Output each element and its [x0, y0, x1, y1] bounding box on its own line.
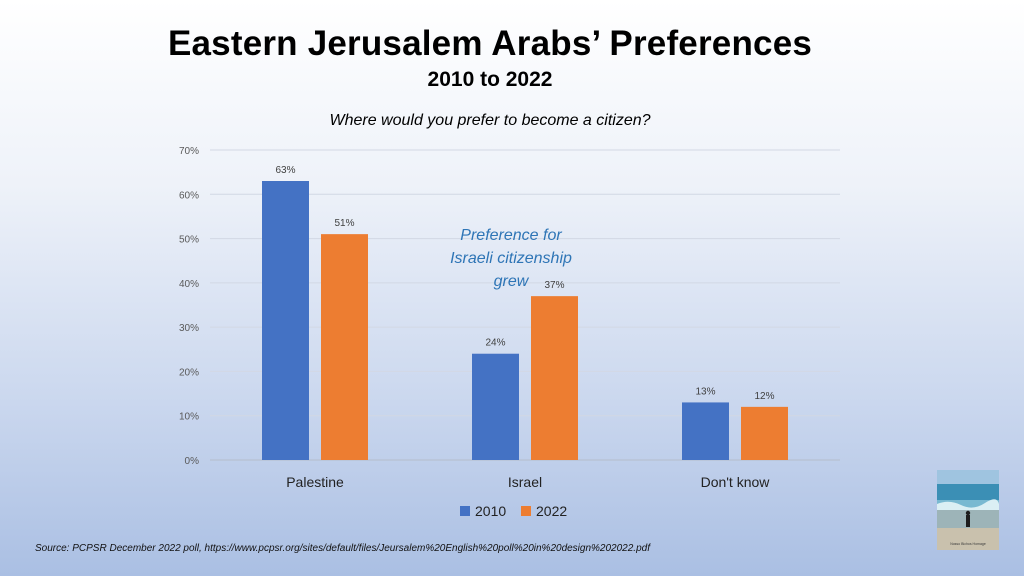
beach-photo-image: Nosso Bichos Homage — [937, 470, 999, 550]
bar-2010-1 — [472, 353, 519, 460]
x-axis-labels: Palestine Israel Don't know — [286, 474, 770, 490]
bar-value-label: 37% — [544, 280, 564, 291]
y-tick-label: 0% — [185, 456, 200, 467]
x-category-label: Don't know — [701, 474, 771, 490]
legend-label-2022: 2022 — [536, 503, 567, 519]
legend-swatch-2010 — [460, 506, 470, 516]
y-tick-label: 40% — [179, 279, 199, 290]
x-category-label: Palestine — [286, 474, 344, 490]
annotation-line-3: grew — [494, 273, 530, 290]
bars: 63% 51% 24% 37% 13% 12% — [262, 165, 788, 460]
y-tick-label: 30% — [179, 323, 199, 334]
gridlines — [210, 149, 840, 461]
y-tick-label: 50% — [179, 235, 199, 246]
y-tick-label: 20% — [179, 367, 199, 378]
x-category-label: Israel — [508, 474, 542, 490]
legend: 2010 2022 — [460, 503, 567, 519]
y-tick-label: 70% — [179, 146, 199, 157]
chart-subtitle: 2010 to 2022 — [427, 68, 553, 91]
y-axis-ticks: 0% 10% 20% 30% 40% 50% 60% 70% — [179, 146, 199, 467]
bar-value-label: 51% — [334, 218, 354, 229]
bar-value-label: 24% — [485, 338, 505, 349]
bar-2022-1 — [531, 296, 578, 460]
bar-value-label: 63% — [275, 165, 295, 176]
beach-photo-thumbnail: Nosso Bichos Homage — [937, 470, 999, 550]
bar-value-label: 13% — [695, 386, 715, 397]
bar-2010-2 — [682, 402, 729, 460]
source-citation: Source: PCPSR December 2022 poll, https:… — [35, 543, 650, 554]
thumbnail-caption: Nosso Bichos Homage — [950, 542, 986, 546]
bar-2022-2 — [741, 406, 788, 460]
annotation-line-1: Preference for — [460, 227, 562, 244]
legend-swatch-2022 — [521, 506, 531, 516]
legend-label-2010: 2010 — [475, 503, 506, 519]
bar-2010-0 — [262, 181, 309, 460]
survey-question: Where would you prefer to become a citiz… — [329, 112, 651, 129]
annotation-line-2: Israeli citizenship — [450, 250, 572, 267]
y-tick-label: 10% — [179, 412, 199, 423]
chart-title: Eastern Jerusalem Arabs’ Preferences — [167, 24, 813, 63]
y-tick-label: 60% — [179, 190, 199, 201]
annotation: Preference for Israeli citizenship grew — [450, 227, 572, 290]
bar-value-label: 12% — [754, 391, 774, 402]
bar-2022-0 — [321, 234, 368, 460]
